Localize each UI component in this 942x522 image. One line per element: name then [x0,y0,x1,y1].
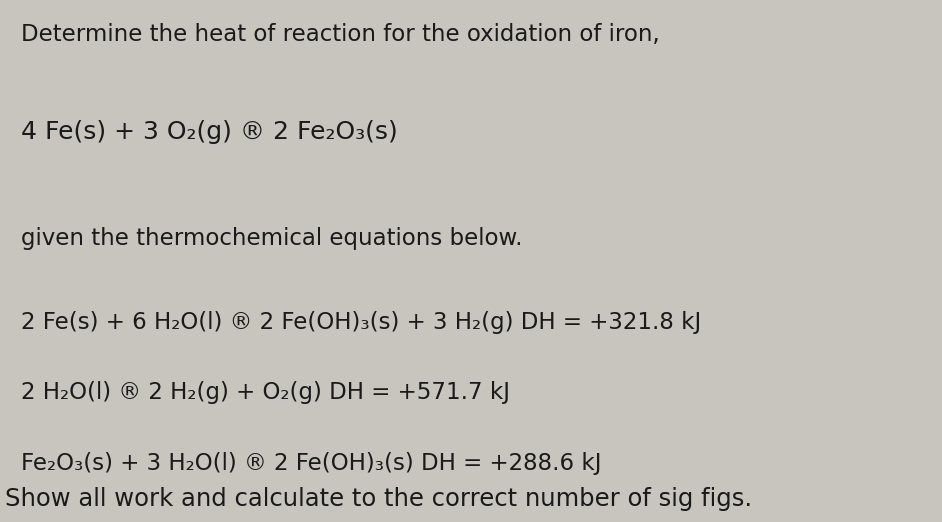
Text: 2 Fe(s) + 6 H₂O(l) ® 2 Fe(OH)₃(s) + 3 H₂(g) DH = +321.8 kJ: 2 Fe(s) + 6 H₂O(l) ® 2 Fe(OH)₃(s) + 3 H₂… [21,311,701,334]
Text: given the thermochemical equations below.: given the thermochemical equations below… [21,227,522,250]
Text: Show all work and calculate to the correct number of sig figs.: Show all work and calculate to the corre… [5,487,752,511]
Text: Determine the heat of reaction for the oxidation of iron,: Determine the heat of reaction for the o… [21,23,659,46]
Text: 2 H₂O(l) ® 2 H₂(g) + O₂(g) DH = +571.7 kJ: 2 H₂O(l) ® 2 H₂(g) + O₂(g) DH = +571.7 k… [21,381,510,404]
Text: Fe₂O₃(s) + 3 H₂O(l) ® 2 Fe(OH)₃(s) DH = +288.6 kJ: Fe₂O₃(s) + 3 H₂O(l) ® 2 Fe(OH)₃(s) DH = … [21,452,601,474]
Text: 4 Fe(s) + 3 O₂(g) ® 2 Fe₂O₃(s): 4 Fe(s) + 3 O₂(g) ® 2 Fe₂O₃(s) [21,120,398,144]
